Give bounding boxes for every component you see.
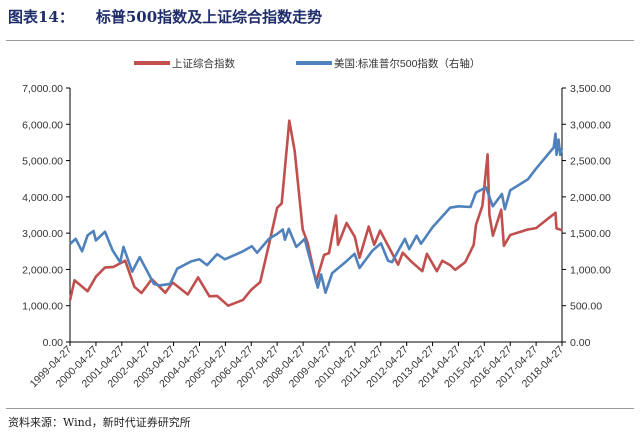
bottom-divider <box>6 408 634 409</box>
legend-label-sp500: 美国:标准普尔500指数（右轴） <box>334 57 480 70</box>
right-tick-label: 3,500.00 <box>570 83 611 95</box>
figure-number: 图表14： <box>8 8 74 26</box>
right-tick-label: 1,000.00 <box>570 264 611 276</box>
left-tick-label: 5,000.00 <box>22 156 63 168</box>
left-tick-label: 6,000.00 <box>22 119 63 131</box>
left-tick-label: 0.00 <box>43 337 64 349</box>
left-tick-label: 7,000.00 <box>22 83 63 95</box>
left-tick-label: 3,000.00 <box>22 228 63 240</box>
right-tick-label: 0.00 <box>570 337 591 349</box>
left-tick-label: 2,000.00 <box>22 264 63 276</box>
figure-title: 标普500指数及上证综合指数走势 <box>95 8 323 26</box>
legend: 上证综合指数 美国:标准普尔500指数（右轴） <box>134 57 480 70</box>
right-tick-label: 2,000.00 <box>570 192 611 204</box>
series-line-sp500 <box>69 132 564 295</box>
left-tick-label: 1,000.00 <box>22 301 63 313</box>
right-tick-label: 2,500.00 <box>570 156 611 168</box>
series-line-shanghai <box>68 119 563 308</box>
top-divider <box>6 40 634 41</box>
right-tick-label: 1,500.00 <box>570 228 611 240</box>
right-tick-label: 3,000.00 <box>570 119 611 131</box>
left-tick-label: 4,000.00 <box>22 192 63 204</box>
chart-title: 图表14： 标普500指数及上证综合指数走势 <box>8 6 322 27</box>
right-tick-label: 500.00 <box>570 301 602 313</box>
legend-label-shanghai: 上证综合指数 <box>172 57 235 70</box>
source-note: 资料来源：Wind，新时代证券研究所 <box>8 416 191 429</box>
